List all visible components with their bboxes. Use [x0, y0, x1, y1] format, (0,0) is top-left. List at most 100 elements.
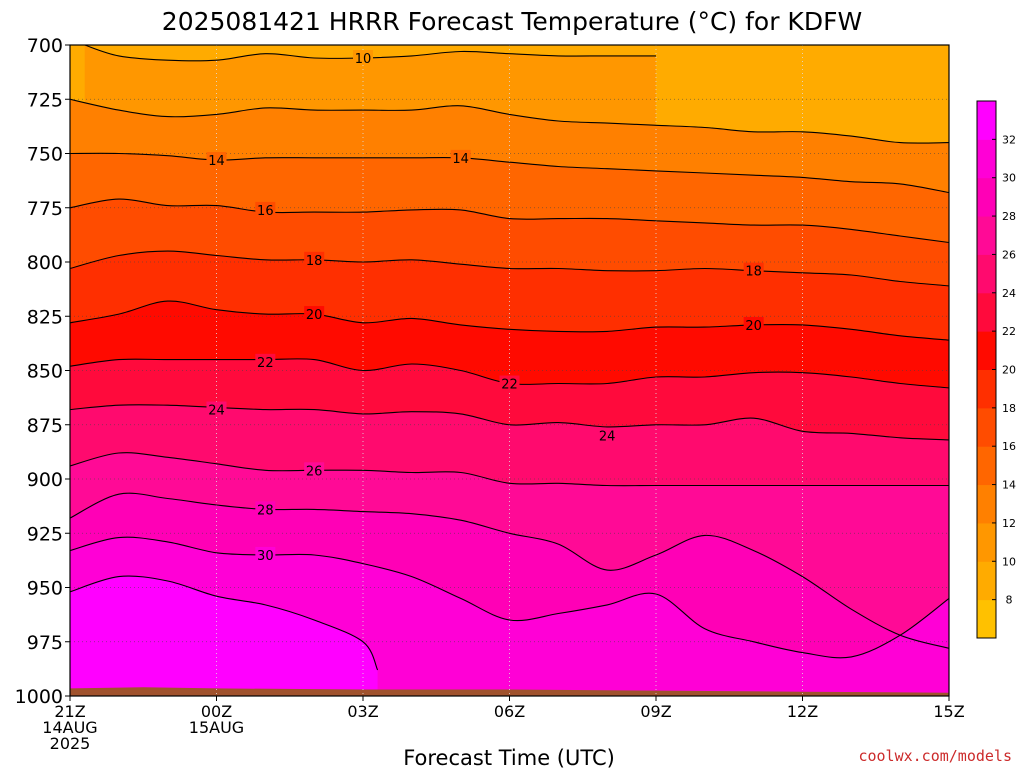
y-tick-label: 775	[27, 198, 63, 220]
contour-label: 24	[597, 427, 618, 445]
colorbar-label: 22	[1002, 325, 1016, 338]
y-tick-label: 750	[27, 144, 63, 166]
contour-label: 14	[206, 152, 227, 169]
contour-label: 22	[499, 375, 520, 393]
colorbar-swatch	[977, 561, 996, 601]
colorbar-swatch	[977, 254, 996, 294]
colorbar-label: 14	[1002, 479, 1016, 492]
isotherm-26	[70, 452, 949, 487]
colorbar-label: 16	[1002, 440, 1016, 453]
contour-label: 10	[353, 50, 373, 67]
contour-label: 18	[743, 262, 764, 280]
contour-label-text: 28	[257, 503, 274, 518]
colorbar-swatch	[977, 484, 996, 524]
x-tick-line: 2025	[50, 734, 91, 753]
temperature-fill-layer	[70, 45, 949, 696]
chart-title: 2025081421 HRRR Forecast Temperature (°C…	[162, 7, 862, 36]
colorbar-swatch	[977, 101, 996, 140]
colorbar-label: 26	[1002, 248, 1016, 261]
y-tick-label: 700	[27, 35, 63, 57]
y-tick-label: 950	[27, 578, 63, 600]
colorbar-swatch	[977, 216, 996, 255]
contour-label-bg	[304, 306, 325, 322]
colorbar-label: 18	[1002, 402, 1016, 415]
contour-label: 28	[255, 501, 276, 518]
contour-label-text: 24	[208, 404, 225, 419]
colorbar-swatch	[977, 599, 996, 639]
x-tick-line: 00Z	[201, 702, 232, 721]
colorbar-swatch	[977, 331, 996, 370]
contour-label-bg	[743, 316, 764, 332]
colorbar-label: 20	[1002, 364, 1016, 377]
y-tick-label: 900	[27, 469, 63, 491]
colorbar-swatch	[977, 292, 996, 332]
x-tick-label: 00Z 15AUG	[189, 702, 244, 737]
x-tick-line: 21Z	[54, 702, 85, 721]
x-tick-label: 06Z	[494, 702, 525, 721]
contour-label: 22	[255, 353, 276, 371]
isotherm-18	[70, 250, 949, 287]
x-axis: 21Z 14AUG 2025 00Z 15AUG 03Z 06Z 09Z 12Z 15Z	[42, 696, 965, 753]
y-tick-label: 825	[27, 306, 63, 328]
x-tick-label: 03Z	[347, 702, 378, 721]
contour-label-text: 26	[306, 464, 323, 479]
colorbar-swatch	[977, 177, 996, 217]
colorbar-swatch	[977, 446, 996, 486]
contour-label: 20	[304, 306, 325, 323]
colorbar-swatch	[977, 522, 996, 562]
contour-label-bg	[255, 501, 276, 517]
contour-label-bg	[597, 427, 618, 443]
contour-label: 24	[206, 401, 227, 419]
y-tick-label: 725	[27, 89, 63, 111]
colorbar-label: 30	[1002, 172, 1016, 185]
contour-label-bg	[255, 546, 276, 562]
contour-label-bg	[255, 201, 276, 217]
x-tick-line: 15Z	[933, 702, 964, 721]
contour-label-text: 20	[745, 319, 762, 334]
y-tick-label: 850	[27, 361, 63, 383]
y-tick-label: 925	[27, 523, 63, 545]
band-fill-32	[70, 576, 378, 696]
y-tick-label: 1000	[15, 686, 63, 708]
contour-label-bg	[206, 401, 227, 417]
x-tick-line: 14AUG	[42, 718, 97, 737]
contour-label-text: 14	[208, 154, 225, 169]
colorbar-label: 28	[1002, 210, 1016, 223]
contour-label-bg	[304, 462, 325, 478]
colorbar-swatch	[977, 139, 996, 179]
contour-label-text: 10	[355, 52, 372, 67]
x-tick-line: 03Z	[347, 702, 378, 721]
x-axis-label: Forecast Time (UTC)	[403, 746, 615, 768]
contour-label-text: 18	[306, 254, 323, 269]
contour-label: 26	[304, 462, 325, 479]
contour-label-bg	[450, 149, 471, 165]
isotherm-12	[70, 98, 949, 144]
isotherm-28	[70, 492, 949, 649]
contour-label: 16	[255, 201, 276, 219]
contour-label-text: 24	[599, 430, 616, 445]
colorbar-swatch	[977, 369, 996, 409]
contour-label-text: 30	[257, 549, 274, 564]
contour-labels: 10 14 14 16 18 18 20 20 22 22 24 24 26 28 30	[206, 50, 764, 564]
isotherm-20	[70, 300, 949, 341]
credit-text: coolwx.com/models	[858, 747, 1012, 765]
x-tick-label: 21Z 14AUG 2025	[42, 702, 97, 753]
contour-label: 18	[304, 251, 325, 269]
isotherm-32	[70, 575, 379, 671]
isotherm-30	[70, 536, 949, 659]
contour-label-text: 16	[257, 204, 274, 219]
contour-label-bg	[743, 262, 764, 278]
contour-label-text: 20	[306, 308, 323, 323]
contour-label-bg	[255, 353, 276, 369]
x-tick-line: 06Z	[494, 702, 525, 721]
colorbar-label: 24	[1002, 287, 1016, 300]
colorbar-label: 10	[1002, 555, 1016, 568]
contour-label-bg	[206, 152, 227, 168]
contour-label: 20	[743, 316, 764, 334]
x-tick-line: 15AUG	[189, 718, 244, 737]
ground-fill	[70, 687, 949, 696]
colorbar-label: 32	[1002, 133, 1016, 146]
contour-label: 30	[255, 546, 276, 564]
contour-label-text: 22	[257, 356, 274, 371]
